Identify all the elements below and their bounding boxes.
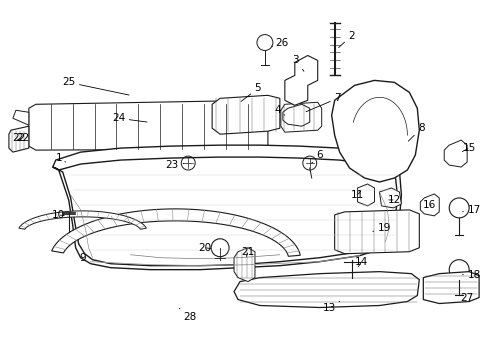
Text: 3: 3	[293, 55, 304, 71]
Polygon shape	[51, 209, 300, 256]
Text: 28: 28	[179, 309, 197, 323]
Text: 5: 5	[241, 84, 261, 102]
Text: 21: 21	[242, 247, 255, 257]
Text: 11: 11	[351, 190, 364, 200]
Polygon shape	[396, 0, 490, 59]
Polygon shape	[379, 188, 401, 208]
Text: 22: 22	[12, 133, 25, 143]
Polygon shape	[9, 126, 29, 152]
Polygon shape	[234, 272, 419, 307]
Polygon shape	[420, 194, 439, 216]
Polygon shape	[335, 210, 419, 254]
Text: 12: 12	[388, 195, 401, 205]
Text: 9: 9	[79, 250, 86, 263]
Polygon shape	[332, 80, 419, 182]
Text: 4: 4	[274, 105, 285, 115]
Text: 6: 6	[312, 150, 323, 163]
Polygon shape	[423, 272, 479, 303]
Text: 17: 17	[463, 205, 481, 215]
Text: 24: 24	[112, 113, 147, 123]
Text: 18: 18	[463, 270, 481, 280]
Polygon shape	[234, 248, 255, 282]
Text: 7: 7	[306, 93, 341, 112]
Polygon shape	[19, 211, 147, 229]
Text: 10: 10	[52, 210, 65, 220]
Text: 16: 16	[423, 200, 436, 210]
Polygon shape	[444, 140, 467, 167]
Polygon shape	[53, 165, 401, 270]
Polygon shape	[285, 55, 318, 105]
Polygon shape	[13, 110, 29, 125]
Text: 8: 8	[408, 123, 425, 141]
Polygon shape	[281, 102, 322, 132]
Polygon shape	[283, 104, 310, 126]
Polygon shape	[358, 184, 374, 206]
Text: 22: 22	[16, 133, 29, 143]
Polygon shape	[53, 145, 394, 170]
Polygon shape	[212, 95, 280, 134]
Text: 25: 25	[62, 77, 129, 95]
Polygon shape	[29, 100, 268, 150]
Text: 2: 2	[339, 31, 355, 48]
Text: 20: 20	[198, 243, 212, 253]
Text: 27: 27	[459, 289, 474, 302]
Text: 26: 26	[272, 37, 289, 48]
Text: 14: 14	[355, 257, 368, 267]
Text: 19: 19	[373, 223, 391, 233]
Text: 15: 15	[463, 143, 476, 153]
Text: 23: 23	[166, 160, 184, 170]
Text: 1: 1	[55, 153, 66, 163]
Text: 13: 13	[323, 302, 340, 312]
